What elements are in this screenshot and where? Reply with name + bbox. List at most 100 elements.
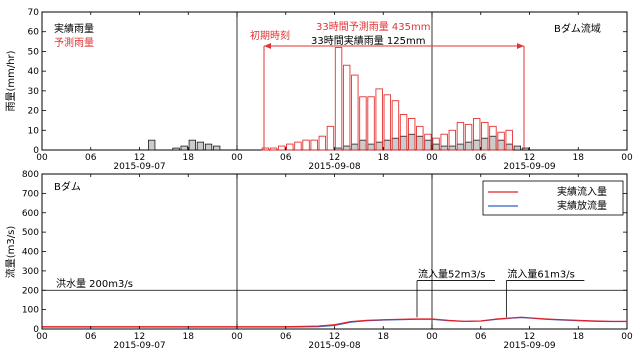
observed-rain-bar — [148, 139, 156, 151]
discharge-y-tick-label: 800 — [22, 170, 39, 180]
rainfall-y-tick-label: 30 — [28, 87, 40, 97]
discharge-x-tick-label: 18 — [183, 332, 195, 342]
rainfall-basin-title: Bダム流域 — [554, 22, 601, 35]
discharge-dam-title: Bダム — [54, 180, 81, 193]
discharge-date-label: 2015-09-09 — [503, 341, 556, 351]
observed-rain-bar — [416, 135, 424, 151]
rainfall-y-tick-label: 0 — [33, 146, 39, 156]
forecast-rain-bar — [456, 121, 465, 151]
observed-rain-bar — [213, 145, 221, 151]
rainfall-y-tick-label: 60 — [28, 28, 40, 38]
observed-rain-bar — [180, 145, 188, 151]
observed-rain-bar — [343, 145, 351, 151]
init-time-label: 初期時刻 — [250, 29, 290, 42]
discharge-y-tick-label: 100 — [22, 306, 39, 316]
forecast-rain-bar — [334, 47, 343, 151]
rainfall-x-tick-label: 12 — [524, 153, 535, 163]
forecast-total-label: 33時間予測雨量 435mm — [316, 20, 430, 33]
forecast-rain-bar — [375, 88, 383, 151]
rainfall-date-label: 2015-09-09 — [503, 162, 556, 172]
rainfall-y-tick-label: 50 — [28, 47, 40, 57]
rainfall-legend-observed: 実績雨量 — [54, 22, 94, 35]
forecast-rain-bar — [505, 129, 513, 151]
forecast-rain-bar — [318, 135, 327, 151]
observed-rain-bar — [408, 133, 416, 151]
observed-rain-bar — [359, 139, 367, 151]
forecast-rain-bar — [302, 139, 310, 151]
observed-rain-bar — [424, 139, 432, 151]
forecast-rain-bar — [464, 123, 473, 151]
forecast-rain-bar — [342, 64, 351, 151]
discharge-x-tick-label: 00 — [36, 332, 48, 342]
forecast-rain-bar — [407, 118, 416, 151]
rainfall-y-tick-label: 40 — [28, 67, 40, 77]
observed-rain-bar — [204, 143, 213, 151]
discharge-legend-box — [482, 180, 624, 216]
discharge-date-label: 2015-09-08 — [308, 341, 361, 351]
discharge-series-line — [42, 316, 627, 328]
rainfall-x-tick-label: 18 — [573, 153, 585, 163]
rainfall-x-tick-label: 00 — [426, 153, 438, 163]
observed-rain-bar — [505, 143, 513, 151]
forecast-rain-bar — [359, 96, 367, 151]
peak-annotation-label: 流入量52m3/s — [418, 268, 485, 281]
forecast-rain-bar — [497, 131, 505, 151]
discharge-series-line — [42, 317, 627, 328]
discharge-x-tick-label: 06 — [475, 332, 487, 342]
observed-rain-bar — [489, 135, 497, 151]
discharge-x-tick-label: 12 — [524, 332, 535, 342]
observed-rain-bar — [473, 139, 481, 151]
discharge-x-tick-label: 00 — [621, 332, 633, 342]
observed-rain-bar — [351, 143, 359, 151]
observed-rain-bar — [399, 135, 408, 151]
init-time-range-arrow-right — [517, 43, 524, 49]
rainfall-x-tick-label: 18 — [183, 153, 195, 163]
forecast-rain-bar — [351, 74, 359, 151]
discharge-y-tick-label: 700 — [22, 189, 39, 199]
discharge-date-label: 2015-09-07 — [113, 341, 165, 351]
discharge-x-tick-label: 06 — [280, 332, 292, 342]
forecast-rain-bar — [294, 141, 302, 151]
discharge-chart: 流入量52m3/s 流入量61m3/s 0 100 200 300 400 500 600 70… — [4, 170, 633, 351]
forecast-rain-bar — [416, 125, 424, 151]
forecast-rain-bar — [310, 139, 318, 151]
forecast-rain-bar — [367, 96, 375, 151]
observed-rain-bar — [513, 145, 521, 151]
rainfall-x-tick-label: 12 — [329, 153, 340, 163]
observed-rain-bar — [481, 137, 489, 151]
observed-rain-bar — [391, 137, 400, 151]
discharge-x-tick-label: 00 — [231, 332, 243, 342]
forecast-rain-bar — [440, 133, 448, 151]
observed-rain-bar — [188, 139, 196, 151]
observed-rain-bar — [464, 141, 473, 151]
rainfall-chart: 0 10 20 30 40 50 60 70 00 06 12 18 00 06 12 18 00 06 12 18… — [5, 8, 633, 172]
peak-annotation-label: 流入量61m3/s — [507, 268, 574, 281]
legend-inflow-label: 実績流入量 — [557, 185, 607, 198]
observed-rain-bar — [367, 143, 375, 151]
forecast-rain-bar — [472, 118, 481, 151]
discharge-x-tick-label: 12 — [329, 332, 340, 342]
discharge-x-tick-label: 06 — [85, 332, 97, 342]
forecast-rain-bar — [489, 125, 497, 151]
discharge-x-tick-label: 18 — [573, 332, 585, 342]
observed-rain-bar — [383, 139, 391, 151]
forecast-rain-bar — [277, 145, 286, 151]
forecast-rain-bar — [326, 125, 335, 151]
rainfall-x-tick-label: 12 — [134, 153, 145, 163]
forecast-rain-bar — [448, 129, 457, 151]
forecast-rain-bar — [261, 147, 270, 151]
forecast-rain-bar — [399, 114, 408, 151]
rainfall-date-label: 2015-09-08 — [308, 162, 361, 172]
forecast-rain-bar — [391, 100, 400, 151]
discharge-x-tick-label: 12 — [134, 332, 145, 342]
rainfall-x-tick-label: 00 — [231, 153, 243, 163]
rainfall-x-tick-label: 00 — [621, 153, 633, 163]
forecast-rain-bar — [286, 143, 294, 151]
discharge-y-tick-label: 0 — [33, 325, 39, 335]
discharge-y-tick-label: 400 — [22, 248, 39, 258]
discharge-y-tick-label: 500 — [22, 228, 39, 238]
observed-rain-bar — [456, 143, 465, 151]
forecast-rain-bar — [481, 121, 489, 151]
observed-rain-bar — [448, 145, 456, 151]
